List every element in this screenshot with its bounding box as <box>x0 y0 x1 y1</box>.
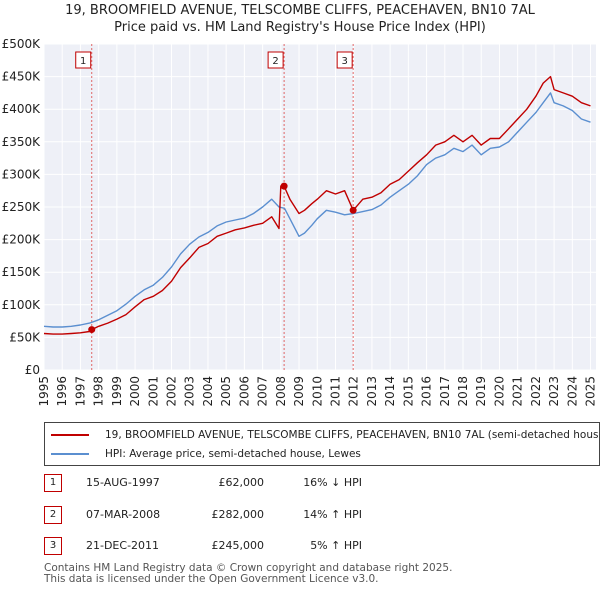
legend-swatch-hpi <box>51 453 89 455</box>
sale-marker-label: 3 <box>341 56 347 67</box>
y-tick-label: £150K <box>2 265 42 279</box>
sale-marker-badge: 2 <box>44 506 62 524</box>
y-tick-label: £200K <box>2 233 42 247</box>
sale-price: £282,000 <box>211 508 265 521</box>
x-tick-label: 2006 <box>237 376 251 407</box>
x-tick-label: 2023 <box>547 376 561 407</box>
price-chart: £0 £50K £100K £150K £200K £250K £300K £350K £400… <box>2 37 598 407</box>
x-tick-label: 2018 <box>456 376 470 407</box>
x-tick-label: 1998 <box>92 376 106 407</box>
x-tick-label: 2000 <box>128 376 142 407</box>
x-tick-label: 1995 <box>37 376 51 407</box>
sale-marker-box <box>75 51 92 69</box>
sale-point <box>349 206 357 214</box>
y-tick-label: £250K <box>2 200 42 214</box>
x-tick-label: 1996 <box>55 376 69 407</box>
y-tick-label: £500K <box>2 37 42 51</box>
chart-title: 19, BROOMFIELD AVENUE, TELSCOMBE CLIFFS,… <box>65 3 535 18</box>
y-tick-label: £300K <box>2 167 42 181</box>
x-tick-label: 2020 <box>492 376 506 407</box>
footer-copyright: Contains HM Land Registry data © Crown c… <box>44 562 453 574</box>
x-tick-label: 2021 <box>511 376 525 407</box>
chart-subtitle: Price paid vs. HM Land Registry's House … <box>114 20 486 35</box>
x-tick-label: 2002 <box>165 376 179 407</box>
sale-point <box>88 326 96 334</box>
footer-license: This data is licensed under the Open Gov… <box>44 573 379 585</box>
y-tick-label: £100K <box>2 298 42 312</box>
x-tick-label: 2016 <box>420 376 434 407</box>
x-tick-label: 2013 <box>365 376 379 407</box>
legend: 19, BROOMFIELD AVENUE, TELSCOMBE CLIFFS,… <box>44 422 600 466</box>
hpi-line <box>43 92 591 328</box>
sale-point <box>280 182 288 190</box>
sale-hpi-diff: 5% ↑ HPI <box>310 539 362 552</box>
sale-hpi-diff: 16% ↓ HPI <box>303 476 362 489</box>
table-row: 3 21-DEC-2011 £245,000 5% ↑ HPI <box>44 537 564 555</box>
legend-label-property: 19, BROOMFIELD AVENUE, TELSCOMBE CLIFFS,… <box>105 429 600 441</box>
y-tick-label: £0 <box>25 363 40 377</box>
y-tick-label: £350K <box>2 135 42 149</box>
legend-item-property: 19, BROOMFIELD AVENUE, TELSCOMBE CLIFFS,… <box>51 426 600 444</box>
legend-item-hpi: HPI: Average price, semi-detached house,… <box>51 445 361 463</box>
legend-swatch-property <box>51 434 89 436</box>
legend-label-hpi: HPI: Average price, semi-detached house,… <box>105 448 361 460</box>
x-tick-label: 2019 <box>474 376 488 407</box>
x-tick-label: 2022 <box>529 376 543 407</box>
sale-date: 07-MAR-2008 <box>86 508 161 521</box>
x-tick-label: 2012 <box>347 376 361 407</box>
sale-marker-box <box>267 51 284 69</box>
sale-marker-label: 1 <box>80 56 86 67</box>
x-tick-label: 2017 <box>438 376 452 407</box>
sale-date: 15-AUG-1997 <box>86 476 160 489</box>
x-tick-label: 2001 <box>146 376 160 407</box>
x-tick-label: 2025 <box>584 376 598 407</box>
y-tick-label: £50K <box>9 330 41 344</box>
x-tick-label: 2024 <box>565 376 579 407</box>
sale-price: £245,000 <box>211 539 265 552</box>
x-tick-label: 2011 <box>328 376 342 407</box>
x-tick-label: 2010 <box>310 376 324 407</box>
x-tick-label: 2009 <box>292 376 306 407</box>
x-tick-label: 1999 <box>110 376 124 407</box>
sale-marker-badge: 1 <box>44 474 62 492</box>
x-tick-label: 2004 <box>201 376 215 407</box>
sale-marker-badge: 3 <box>44 537 62 555</box>
property-price-line <box>43 75 591 335</box>
y-tick-label: £450K <box>2 70 42 84</box>
x-tick-label: 2015 <box>401 376 415 407</box>
x-tick-label: 1997 <box>73 376 87 407</box>
sale-price: £62,000 <box>218 476 265 489</box>
y-tick-label: £400K <box>2 102 42 116</box>
sale-marker-label: 2 <box>272 56 278 67</box>
sale-date: 21-DEC-2011 <box>86 539 160 552</box>
sale-marker-box <box>336 51 353 69</box>
table-row: 1 15-AUG-1997 £62,000 16% ↓ HPI <box>44 474 564 492</box>
x-tick-label: 2014 <box>383 376 397 407</box>
table-row: 2 07-MAR-2008 £282,000 14% ↑ HPI <box>44 506 564 524</box>
x-tick-label: 2007 <box>256 376 270 407</box>
x-tick-label: 2005 <box>219 376 233 407</box>
sale-hpi-diff: 14% ↑ HPI <box>303 508 362 521</box>
x-tick-label: 2008 <box>274 376 288 407</box>
x-tick-label: 2003 <box>183 376 197 407</box>
